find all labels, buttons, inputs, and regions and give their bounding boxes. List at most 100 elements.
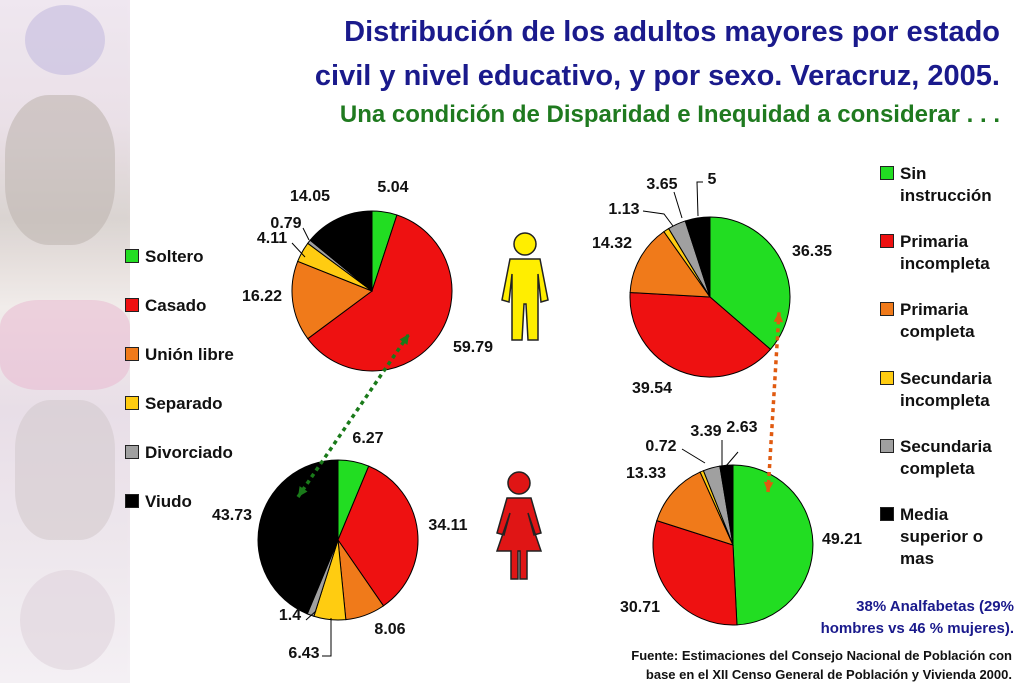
legend-label: Casado [145, 296, 207, 315]
legend-swatch [125, 298, 139, 312]
pie-data-label: 39.54 [632, 380, 672, 397]
pie-slice-casado [337, 465, 419, 607]
legend-swatch [125, 347, 139, 361]
pie-estado-civil-hombres: 5.04 59.79 16.22 4.110.79 14.05 [242, 179, 493, 372]
pie-data-label: 8.06 [374, 621, 405, 638]
arrow-sin-instruccion-comparison [763, 311, 784, 493]
pie-data-label: 5 [708, 171, 717, 188]
figure-head [513, 232, 537, 256]
pie-data-label: 1.4 [279, 607, 301, 624]
pie-data-label: 3.65 [646, 176, 677, 193]
pie-data-label: 0.72 [645, 438, 676, 455]
pie-data-label: 6.27 [352, 430, 383, 447]
legend-swatch [125, 445, 139, 459]
legend-label: Primaria incompleta [900, 232, 990, 273]
pie-data-label: 43.73 [212, 507, 252, 524]
pie-data-label: 6.43 [288, 645, 319, 662]
pie-data-label: 2.63 [726, 419, 757, 436]
legend-label: Secundaria incompleta [900, 369, 992, 410]
legend-item-union-libre: Unión libre [125, 344, 234, 366]
arrow-viudo-comparison [296, 333, 411, 498]
page-subtitle: Una condición de Disparidad e Inequidad … [339, 101, 1000, 128]
arrow-head [773, 312, 784, 323]
pie-slice-sin-instrucción [709, 216, 791, 351]
arrow-head [399, 334, 409, 345]
legend-item-primaria-completa: Primaria completa [880, 299, 975, 343]
photo-hands [25, 5, 105, 75]
leader-line [681, 448, 706, 464]
legend-swatch [880, 302, 894, 316]
figure-head [507, 471, 531, 495]
legend-item-viudo: Viudo [125, 491, 192, 513]
pie-data-label: 0.79 [270, 215, 301, 232]
decorative-photo-strip [0, 0, 130, 683]
legend-swatch [125, 249, 139, 263]
legend-item-separado: Separado [125, 393, 222, 415]
photo-elder-face [5, 95, 115, 245]
legend-item-casado: Casado [125, 295, 206, 317]
illiteracy-note: 38% Analfabetas (29% hombres vs 46 % muj… [821, 596, 1014, 640]
pie-slice-viudo [257, 459, 339, 615]
pie-data-label: 49.21 [822, 531, 862, 548]
pie-data-label: 13.33 [626, 465, 666, 482]
pie-data-label: 16.22 [242, 288, 282, 305]
arrow-head [298, 486, 308, 497]
pie-slice-casado [307, 214, 453, 372]
pie-data-label: 1.13 [608, 201, 639, 218]
arrow-shaft [296, 333, 411, 498]
source-line-1: Fuente: Estimaciones del Consejo Naciona… [631, 648, 1012, 663]
leader-line [302, 227, 310, 241]
pie-data-label: 3.39 [690, 423, 721, 440]
legend-label: Primaria completa [900, 300, 975, 341]
legend-item-secundaria-incompleta: Secundaria incompleta [880, 368, 992, 412]
photo-hands-bottom [20, 570, 115, 670]
leader-line [322, 618, 332, 657]
note-line-1: 38% Analfabetas (29% [856, 598, 1014, 615]
pie-data-label: 5.04 [377, 179, 408, 196]
pie-slice-primaria-completa [656, 471, 734, 546]
legend-swatch [880, 166, 894, 180]
page-title: Distribución de los adultos mayores por … [150, 10, 1000, 98]
legend-swatch [125, 494, 139, 508]
legend-item-media-superior: Media superior o mas [880, 504, 983, 570]
leader-line [642, 210, 674, 227]
figure-body [501, 258, 549, 341]
legend-label: Viudo [145, 492, 192, 511]
note-line-2: hombres vs 46 % mujeres). [820, 620, 1014, 637]
figure-body [495, 497, 543, 580]
legend-swatch [125, 396, 139, 410]
legend-label: Separado [145, 394, 223, 413]
leader-line [696, 181, 703, 217]
pie-slice-primaria-completa [629, 230, 712, 298]
legend-label: Secundaria completa [900, 437, 992, 478]
pie-data-label: 4.11 [257, 230, 287, 247]
legend-label: Sin instrucción [900, 164, 992, 205]
source-line-2: base en el XII Censo General de Població… [645, 667, 1012, 682]
legend-label: Divorciado [145, 443, 233, 462]
male-figure-icon [501, 232, 549, 341]
title-line-1: Distribución de los adultos mayores por … [344, 16, 1000, 48]
source-note: Fuente: Estimaciones del Consejo Naciona… [631, 646, 1012, 684]
female-figure-icon [495, 471, 543, 580]
photo-couple [15, 400, 115, 540]
pie-slice-primaria-incompleta [652, 519, 738, 626]
leader-line [725, 451, 739, 467]
pie-data-label: 14.05 [290, 188, 330, 205]
pie-data-label: 36.35 [792, 243, 832, 260]
legend-item-sin-instruccion: Sin instrucción [880, 163, 992, 207]
pie-data-label: 30.71 [620, 599, 660, 616]
legend-swatch [880, 439, 894, 453]
legend-label: Media superior o mas [900, 505, 984, 568]
legend-swatch [880, 507, 894, 521]
pie-slice-media-superior-o-mas [684, 216, 711, 298]
pie-nivel-hombres: 36.35 39.54 14.32 1.13 3.65 5 [592, 171, 832, 397]
legend-item-divorciado: Divorciado [125, 442, 233, 464]
arrow-shaft [766, 311, 781, 493]
legend-item-soltero: Soltero [125, 246, 204, 268]
pie-slice-sin-instrucción [732, 464, 814, 626]
pie-data-label: 59.79 [453, 339, 493, 356]
legend-swatch [880, 371, 894, 385]
leader-line [291, 242, 306, 258]
pie-nivel-mujeres: 49.21 30.71 13.33 0.72 3.39 2.63 [620, 419, 862, 626]
